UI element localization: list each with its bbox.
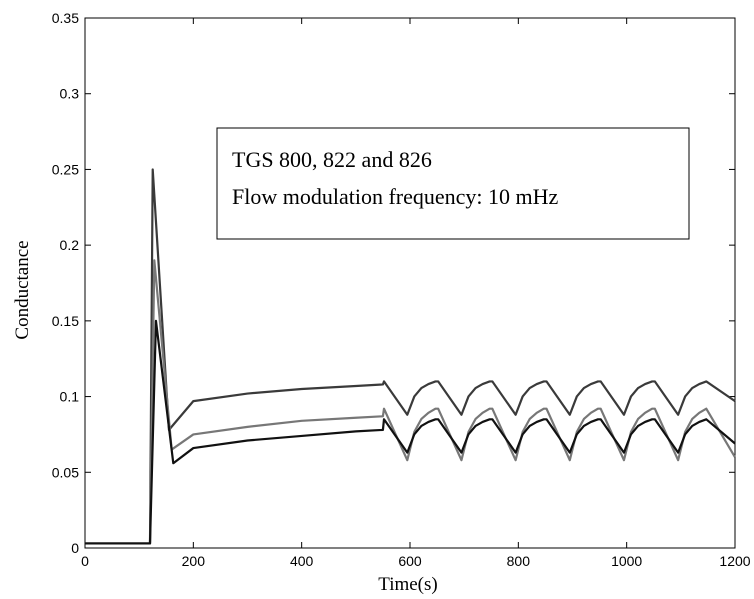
y-tick-label: 0.15	[52, 313, 79, 329]
x-tick-label: 0	[81, 553, 89, 569]
y-axis-title: Conductance	[12, 240, 33, 339]
x-tick-label: 800	[507, 553, 531, 569]
annotation-frame	[216, 127, 690, 240]
y-tick-label: 0.1	[60, 389, 80, 405]
axis-tick-labels: 0 200 400 600 800 1000 1200 0 0.05 0.1 0.15 0.2 0.25…	[52, 10, 751, 569]
y-tick-label: 0.3	[60, 86, 80, 102]
series-line-1	[85, 168, 736, 545]
y-tick-label: 0.2	[60, 237, 80, 253]
x-tick-label: 1200	[719, 553, 750, 569]
y-tick-label: 0	[71, 540, 79, 556]
series-line-3	[85, 319, 736, 545]
series-group	[85, 168, 736, 545]
annotation-line-2: Flow modulation frequency: 10 mHz	[232, 184, 559, 209]
y-tick-label: 0.35	[52, 10, 79, 26]
x-tick-label: 400	[290, 553, 314, 569]
y-tick-label: 0.25	[52, 161, 79, 177]
x-tick-label: 600	[398, 553, 422, 569]
axis-ticks	[84, 17, 736, 549]
x-axis-title: Time(s)	[378, 574, 437, 595]
x-tick-label: 200	[182, 553, 206, 569]
plot-area	[84, 17, 736, 549]
annotation-box: TGS 800, 822 and 826 Flow modulation fre…	[216, 127, 690, 240]
y-tick-label: 0.05	[52, 464, 79, 480]
annotation-line-1: TGS 800, 822 and 826	[232, 147, 432, 172]
x-tick-label: 1000	[611, 553, 642, 569]
